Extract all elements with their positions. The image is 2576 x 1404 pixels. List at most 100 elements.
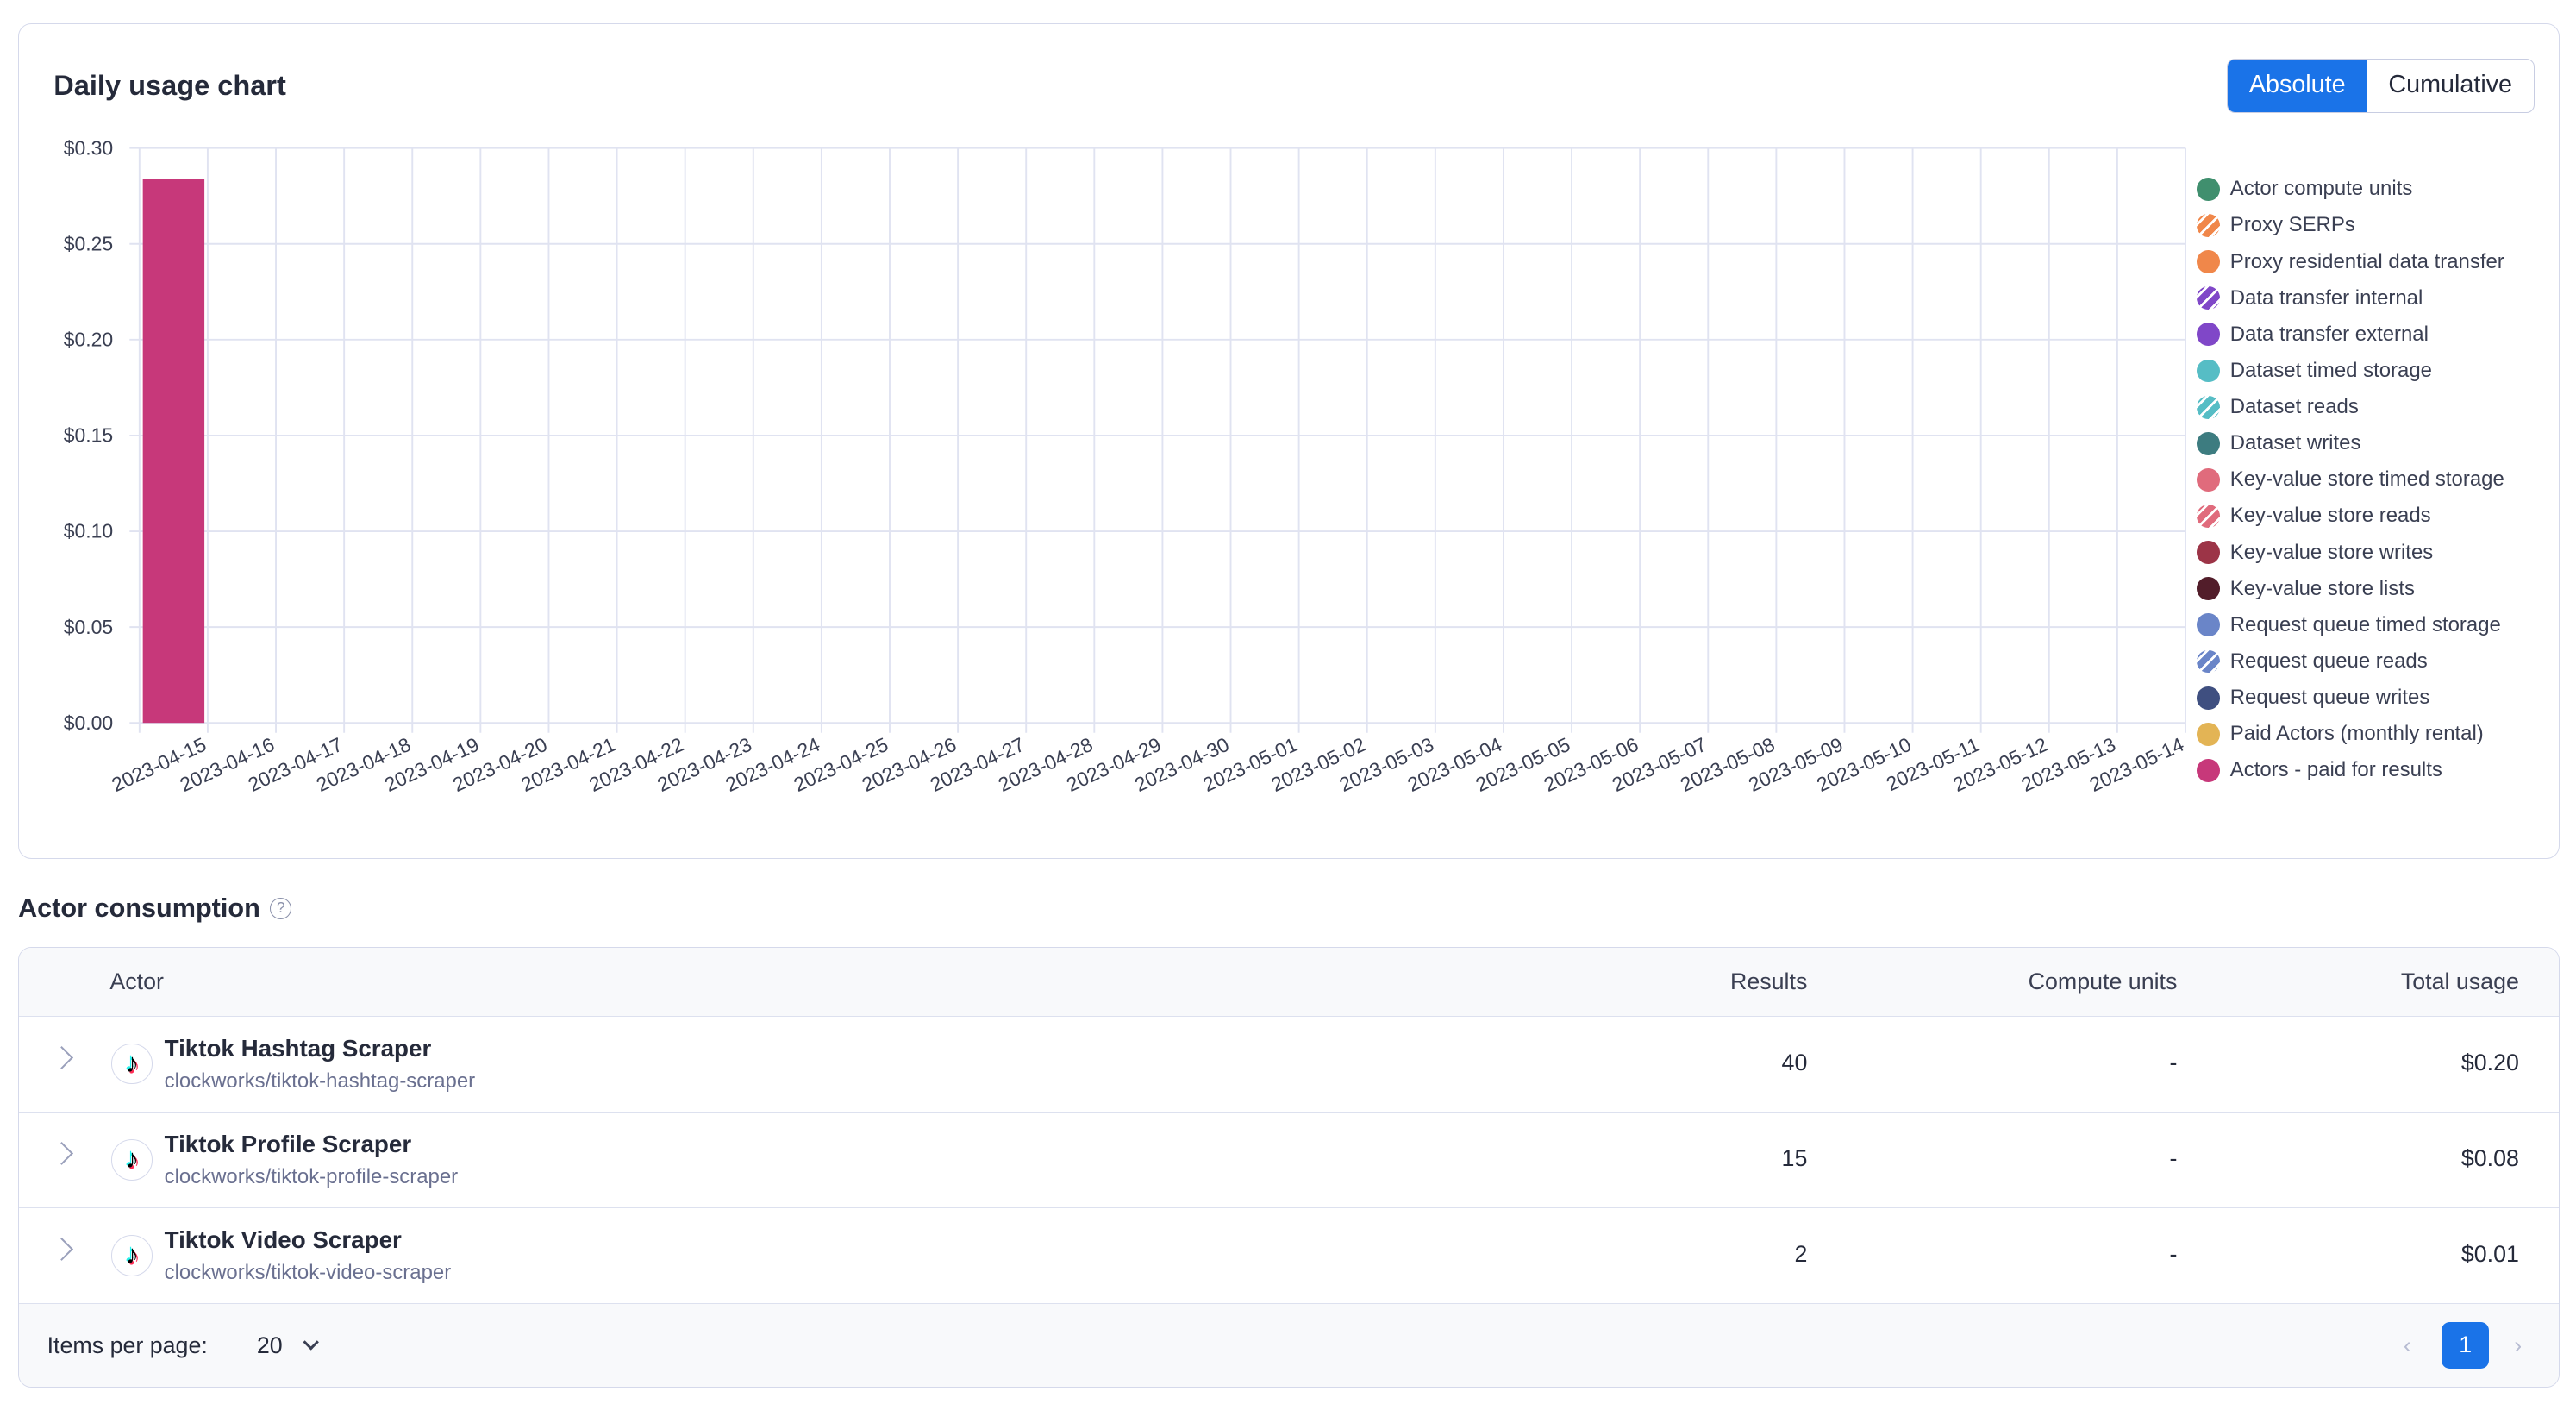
legend-item[interactable]: Request queue reads xyxy=(2197,643,2504,680)
legend-label: Key-value store reads xyxy=(2229,504,2431,528)
y-tick-label: $0.00 xyxy=(64,711,113,734)
expand-chevron-icon[interactable] xyxy=(50,1142,74,1166)
bar-actors-paid-for-results xyxy=(142,179,205,724)
total-usage-cell: $0.01 xyxy=(2460,1241,2519,1268)
col-results[interactable]: Results xyxy=(1730,968,1808,995)
compute-units-cell: - xyxy=(2169,1050,2178,1076)
legend-swatch-icon xyxy=(2197,649,2221,674)
actor-name[interactable]: Tiktok Profile Scraper xyxy=(164,1131,412,1158)
table-row[interactable]: ♪ Tiktok Hashtag Scraper clockworks/tikt… xyxy=(19,1017,2559,1113)
total-usage-cell: $0.20 xyxy=(2460,1050,2519,1076)
expand-chevron-icon[interactable] xyxy=(50,1046,74,1070)
legend-label: Actor compute units xyxy=(2229,177,2413,201)
page-1-button[interactable]: 1 xyxy=(2441,1322,2490,1369)
cumulative-button[interactable]: Cumulative xyxy=(2388,71,2513,99)
col-compute-units[interactable]: Compute units xyxy=(2028,968,2178,995)
y-tick-label: $0.20 xyxy=(64,328,113,350)
legend-item[interactable]: Dataset timed storage xyxy=(2197,353,2504,389)
legend-swatch-icon xyxy=(2197,323,2221,347)
legend-item[interactable]: Data transfer external xyxy=(2197,317,2504,353)
legend-label: Paid Actors (monthly rental) xyxy=(2229,722,2484,746)
tiktok-logo-icon: ♪ xyxy=(111,1043,153,1085)
actor-slug: clockworks/tiktok-video-scraper xyxy=(164,1261,452,1285)
legend-swatch-icon xyxy=(2197,758,2221,782)
results-cell: 15 xyxy=(1781,1145,1808,1172)
chart-mode-toggle[interactable]: Absolute Cumulative xyxy=(2226,59,2535,114)
items-per-page-value: 20 xyxy=(256,1332,283,1358)
actor-slug: clockworks/tiktok-hashtag-scraper xyxy=(164,1069,476,1094)
help-icon[interactable]: ? xyxy=(270,898,292,920)
prev-page-icon[interactable]: ‹ xyxy=(2403,1332,2411,1358)
actor-name[interactable]: Tiktok Hashtag Scraper xyxy=(164,1035,432,1062)
legend-swatch-icon xyxy=(2197,250,2221,273)
legend-swatch-icon xyxy=(2197,686,2221,710)
tiktok-logo-icon: ♪ xyxy=(111,1138,153,1181)
legend-item[interactable]: Request queue timed storage xyxy=(2197,607,2504,643)
total-usage-cell: $0.08 xyxy=(2460,1145,2519,1172)
legend-item[interactable]: Paid Actors (monthly rental) xyxy=(2197,716,2504,752)
col-total-usage[interactable]: Total usage xyxy=(2400,968,2519,995)
table-row[interactable]: ♪ Tiktok Video Scraper clockworks/tiktok… xyxy=(19,1208,2559,1305)
legend-swatch-icon xyxy=(2197,613,2221,637)
expand-chevron-icon[interactable] xyxy=(50,1238,74,1262)
legend-item[interactable]: Request queue writes xyxy=(2197,680,2504,716)
next-page-icon[interactable]: › xyxy=(2514,1332,2523,1358)
legend-item[interactable]: Proxy SERPs xyxy=(2197,207,2504,243)
legend-label: Request queue writes xyxy=(2229,686,2430,710)
compute-units-cell: - xyxy=(2169,1241,2178,1268)
legend-swatch-icon xyxy=(2197,577,2221,601)
legend-item[interactable]: Actors - paid for results xyxy=(2197,752,2504,788)
compute-units-cell: - xyxy=(2169,1145,2178,1172)
legend-label: Data transfer internal xyxy=(2229,285,2423,310)
legend-swatch-icon xyxy=(2197,177,2221,201)
legend-item[interactable]: Actor compute units xyxy=(2197,171,2504,207)
legend-label: Dataset writes xyxy=(2229,431,2361,455)
daily-usage-card: Daily usage chart Absolute Cumulative $0… xyxy=(18,22,2560,859)
legend-item[interactable]: Key-value store writes xyxy=(2197,535,2504,571)
y-tick-label: $0.05 xyxy=(64,616,113,638)
table-header: Actor Results Compute units Total usage xyxy=(19,947,2559,1017)
legend-label: Data transfer external xyxy=(2229,322,2429,346)
actor-slug: clockworks/tiktok-profile-scraper xyxy=(164,1165,459,1189)
legend-swatch-icon xyxy=(2197,541,2221,564)
section-title: Actor consumption xyxy=(18,893,260,924)
legend-label: Dataset reads xyxy=(2229,395,2359,419)
chevron-down-icon xyxy=(303,1333,320,1351)
legend-item[interactable]: Key-value store reads xyxy=(2197,498,2504,534)
table-row[interactable]: ♪ Tiktok Profile Scraper clockworks/tikt… xyxy=(19,1113,2559,1209)
actor-consumption-table: Actor Results Compute units Total usage … xyxy=(18,946,2560,1388)
y-tick-label: $0.15 xyxy=(64,423,113,446)
legend-label: Key-value store writes xyxy=(2229,540,2434,564)
legend-item[interactable]: Dataset writes xyxy=(2197,425,2504,461)
chart-legend: Actor compute units Proxy SERPs Proxy resi… xyxy=(2197,171,2504,788)
legend-swatch-icon xyxy=(2197,467,2221,492)
actor-name[interactable]: Tiktok Video Scraper xyxy=(164,1226,402,1254)
results-cell: 40 xyxy=(1781,1050,1808,1076)
items-per-page-select[interactable]: 20 xyxy=(256,1332,320,1359)
chart-title: Daily usage chart xyxy=(53,70,286,102)
legend-swatch-icon xyxy=(2197,286,2221,310)
legend-item[interactable]: Dataset reads xyxy=(2197,389,2504,425)
items-per-page-label: Items per page: xyxy=(47,1332,208,1358)
table-footer: Items per page: 20 ‹ 1 › xyxy=(19,1304,2559,1387)
legend-item[interactable]: Key-value store lists xyxy=(2197,571,2504,607)
results-cell: 2 xyxy=(1794,1241,1808,1268)
legend-label: Key-value store timed storage xyxy=(2229,467,2504,492)
legend-item[interactable]: Key-value store timed storage xyxy=(2197,461,2504,498)
legend-swatch-icon xyxy=(2197,431,2221,455)
y-tick-label: $0.10 xyxy=(64,520,113,542)
legend-item[interactable]: Proxy residential data transfer xyxy=(2197,244,2504,280)
legend-label: Request queue reads xyxy=(2229,649,2428,673)
legend-label: Dataset timed storage xyxy=(2229,358,2432,382)
legend-label: Request queue timed storage xyxy=(2229,612,2501,636)
legend-item[interactable]: Data transfer internal xyxy=(2197,280,2504,317)
absolute-button[interactable]: Absolute xyxy=(2227,60,2367,113)
legend-label: Key-value store lists xyxy=(2229,576,2415,600)
col-actor[interactable]: Actor xyxy=(109,968,164,995)
legend-swatch-icon xyxy=(2197,722,2221,746)
legend-label: Proxy residential data transfer xyxy=(2229,249,2504,273)
usage-bar-chart: $0.00$0.05$0.10$0.15$0.20$0.25$0.302023-… xyxy=(64,136,2188,796)
y-tick-label: $0.25 xyxy=(64,232,113,254)
legend-swatch-icon xyxy=(2197,214,2221,237)
legend-swatch-icon xyxy=(2197,505,2221,528)
